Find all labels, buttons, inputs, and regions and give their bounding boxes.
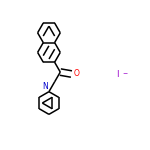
Text: −: − <box>122 70 127 75</box>
Text: N: N <box>42 82 48 91</box>
Text: I: I <box>116 70 119 80</box>
Text: O: O <box>74 69 80 78</box>
